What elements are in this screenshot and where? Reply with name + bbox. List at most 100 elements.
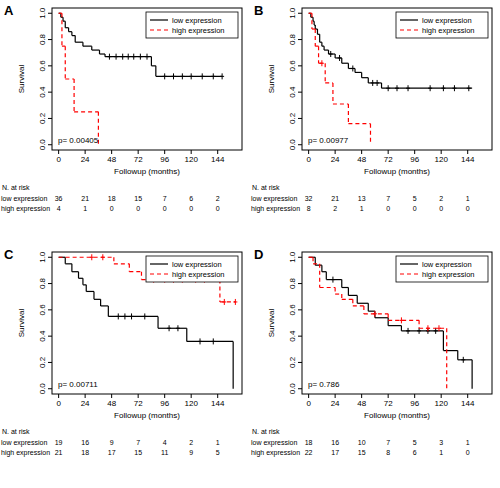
step-drop: [352, 299, 353, 306]
at-risk-count: 2: [333, 205, 337, 212]
censor-tick: [200, 76, 204, 77]
legend: low expressionhigh expression: [146, 12, 238, 38]
y-tick-label: 0.0: [38, 139, 47, 151]
x-tick-label: 96: [410, 399, 419, 408]
censor-mark: [123, 313, 127, 319]
censor-mark: [329, 51, 333, 57]
step-segment: [342, 287, 349, 288]
x-tick-label: 96: [160, 399, 169, 408]
step-segment: [368, 82, 381, 83]
censor-mark: [198, 338, 202, 344]
censor-mark: [351, 65, 355, 71]
step-drop: [219, 280, 220, 302]
censor-tick: [121, 56, 125, 57]
step-segment: [92, 49, 100, 50]
at-risk-title: N. at risk: [252, 428, 280, 435]
censor-tick: [176, 328, 180, 329]
censor-tick: [130, 316, 134, 317]
y-tick-label: 1.0: [38, 7, 47, 19]
y-tick: [298, 257, 302, 258]
x-tick: [58, 394, 59, 398]
censor-tick: [163, 76, 167, 77]
legend-swatch: [400, 263, 418, 264]
y-tick: [298, 362, 302, 363]
censor-mark: [180, 73, 184, 79]
censor-mark: [428, 85, 432, 91]
censor-mark: [200, 73, 204, 79]
x-tick-label: 120: [185, 399, 199, 408]
censor-mark: [406, 85, 410, 91]
x-tick: [414, 394, 415, 398]
step-segment: [158, 328, 187, 329]
censor-tick: [452, 88, 456, 89]
step-segment: [315, 265, 322, 266]
censor-tick: [461, 359, 465, 360]
at-risk-count: 6: [189, 195, 193, 202]
legend-swatch: [400, 29, 418, 30]
x-tick: [138, 150, 139, 154]
censor-tick: [437, 328, 441, 329]
y-tick: [48, 13, 52, 14]
x-tick: [467, 394, 468, 398]
x-tick: [361, 150, 362, 154]
survival-curve: [59, 13, 224, 79]
step-drop: [374, 311, 375, 318]
legend-label: low expression: [172, 260, 222, 269]
p-value: p= 0.786: [308, 380, 340, 389]
censor-tick: [101, 257, 105, 258]
censor-mark: [386, 85, 390, 91]
at-risk-count: 2: [189, 439, 193, 446]
step-segment: [342, 299, 353, 300]
at-risk-count: 0: [189, 205, 193, 212]
step-drop: [312, 17, 313, 21]
step-segment: [101, 305, 109, 306]
censor-mark: [211, 73, 215, 79]
censor-mark: [452, 85, 456, 91]
step-segment: [108, 316, 158, 317]
at-risk-row-label: high expression: [251, 205, 300, 213]
at-risk-count: 1: [439, 449, 443, 456]
y-tick-label: 0.8: [288, 277, 297, 289]
censor-mark: [90, 254, 94, 260]
censor-tick: [351, 68, 355, 69]
x-tick: [388, 150, 389, 154]
censor-mark: [406, 328, 410, 334]
x-tick-label: 144: [461, 399, 475, 408]
step-segment: [357, 303, 368, 304]
step-drop: [341, 58, 342, 63]
at-risk-count: 9: [110, 439, 114, 446]
at-risk-count: 5: [413, 195, 417, 202]
panel-label: D: [254, 247, 263, 262]
censor-mark: [395, 85, 399, 91]
at-risk-count: 17: [331, 449, 339, 456]
censor-mark: [211, 338, 215, 344]
x-tick-label: 24: [81, 399, 90, 408]
y-tick-label: 0.0: [288, 383, 297, 395]
x-tick: [138, 394, 139, 398]
legend-label: low expression: [172, 16, 222, 25]
at-risk-row-label: high expression: [1, 205, 50, 213]
step-segment: [309, 257, 316, 258]
y-tick: [48, 39, 52, 40]
step-segment: [333, 103, 348, 104]
censor-tick: [220, 76, 224, 77]
y-tick-label: 0.2: [288, 112, 297, 124]
censor-tick: [211, 341, 215, 342]
censor-tick: [143, 316, 147, 317]
at-risk-count: 3: [439, 439, 443, 446]
at-risk-row-label: low expression: [1, 195, 47, 203]
step-drop: [151, 57, 152, 66]
x-tick: [308, 394, 309, 398]
x-axis-label: Followup (months): [114, 167, 180, 176]
step-segment: [388, 320, 419, 321]
step-drop: [361, 72, 362, 77]
legend-label: high expression: [172, 270, 225, 279]
censor-mark: [121, 54, 125, 60]
censor-mark: [145, 54, 149, 60]
x-tick: [467, 150, 468, 154]
censor-tick: [145, 56, 149, 57]
at-risk-count: 9: [189, 449, 193, 456]
at-risk-count: 2: [439, 195, 443, 202]
x-tick-label: 48: [107, 399, 116, 408]
step-drop: [65, 257, 66, 264]
